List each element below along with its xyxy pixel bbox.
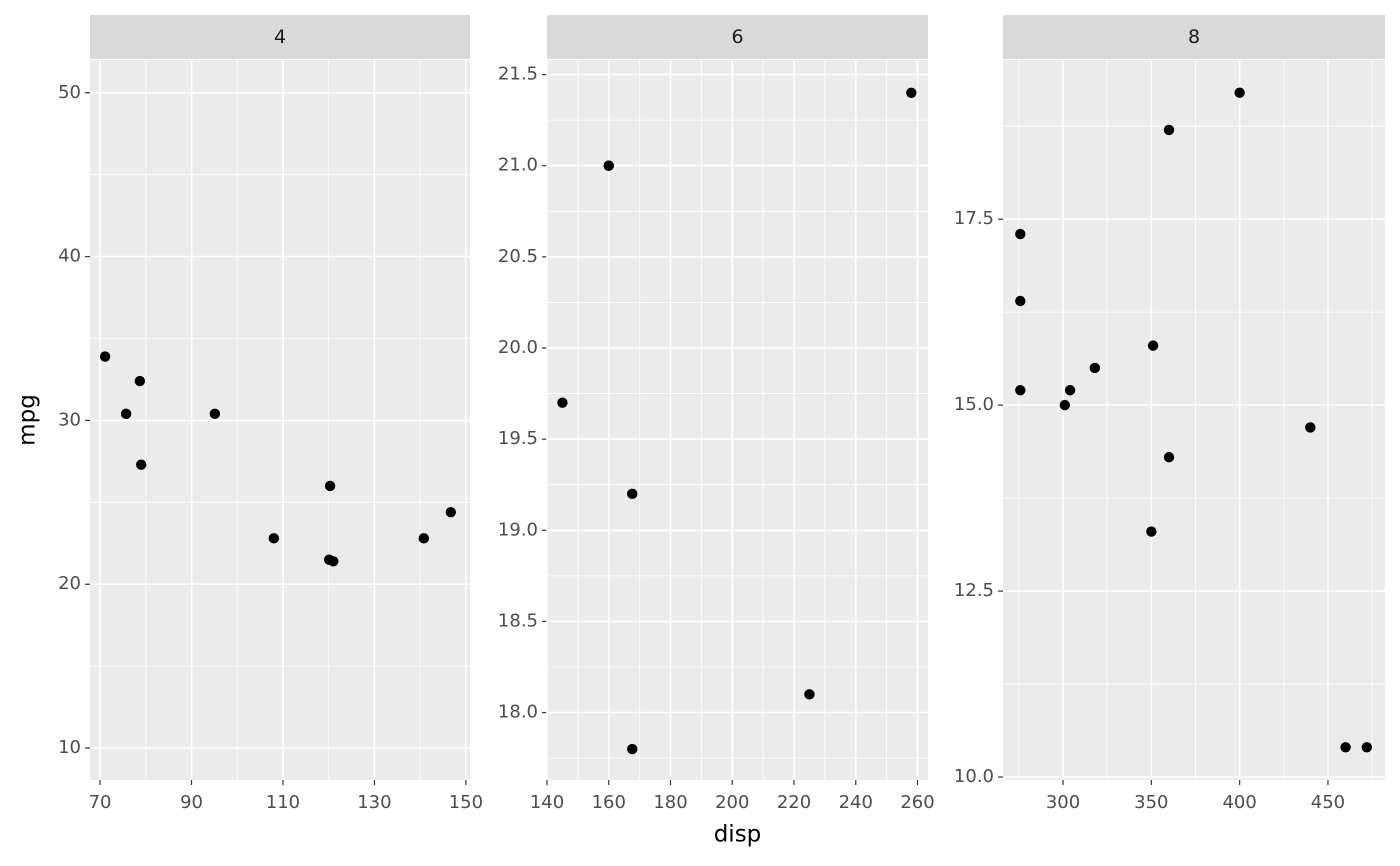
y-tick-label: 19.5 — [498, 428, 538, 449]
point — [445, 506, 456, 518]
y-tick-label: 12.5 — [954, 580, 994, 601]
x-tick-label: 160 — [592, 792, 626, 813]
point — [120, 408, 132, 420]
point — [557, 397, 568, 408]
y-tick-label: 30 — [58, 409, 81, 430]
point — [1015, 228, 1026, 240]
y-tick-label: 10 — [58, 737, 81, 758]
point — [1147, 340, 1159, 351]
point — [209, 408, 221, 420]
x-tick-label: 180 — [653, 792, 687, 813]
y-tick-label: 21.0 — [498, 155, 538, 176]
point — [268, 533, 280, 544]
x-tick-label: 350 — [1134, 792, 1168, 813]
point — [99, 351, 111, 362]
strip-label: 6 — [731, 26, 743, 48]
point — [1089, 362, 1101, 374]
x-tick-label: 140 — [530, 792, 564, 813]
x-tick-label: 220 — [777, 792, 811, 813]
y-tick-label: 21.5 — [498, 64, 538, 85]
point — [1340, 742, 1351, 753]
y-tick-label: 10.0 — [954, 766, 994, 787]
point — [804, 689, 815, 700]
point — [1361, 742, 1373, 753]
point — [1059, 399, 1071, 411]
strip — [90, 15, 470, 59]
point — [1163, 451, 1175, 463]
point — [324, 480, 336, 492]
x-tick-label: 300 — [1046, 792, 1080, 813]
strip — [1003, 15, 1385, 59]
point — [1064, 385, 1076, 396]
y-tick-label: 15.0 — [954, 394, 994, 415]
point — [1015, 295, 1026, 307]
y-tick-label: 18.5 — [498, 610, 538, 631]
point — [328, 556, 339, 567]
panel — [1003, 60, 1385, 780]
strip-label: 4 — [274, 26, 286, 48]
point — [136, 459, 147, 470]
point — [1163, 124, 1175, 136]
point — [627, 743, 638, 755]
strip — [547, 15, 928, 59]
y-tick-label: 40 — [58, 246, 81, 267]
y-tick-label: 20.0 — [498, 337, 538, 358]
x-tick-label: 200 — [715, 792, 749, 813]
panel — [547, 60, 928, 780]
point — [906, 87, 917, 99]
x-tick-label: 130 — [357, 792, 391, 813]
y-tick-label: 17.5 — [954, 208, 994, 229]
y-tick-label: 50 — [58, 82, 81, 103]
x-tick-label: 450 — [1311, 792, 1345, 813]
point — [1015, 385, 1026, 396]
point — [1146, 526, 1157, 537]
point — [418, 533, 430, 544]
x-tick-label: 70 — [89, 792, 112, 813]
y-tick-label: 18.0 — [498, 702, 538, 723]
point — [134, 375, 146, 387]
x-tick-label: 150 — [449, 792, 483, 813]
y-tick-label: 19.0 — [498, 519, 538, 540]
point — [1234, 87, 1245, 98]
y-axis-title: mpg — [15, 394, 41, 446]
point — [603, 160, 614, 171]
x-tick-label: 260 — [900, 792, 934, 813]
y-tick-label: 20 — [58, 573, 81, 594]
point — [627, 488, 638, 500]
x-tick-label: 110 — [266, 792, 300, 813]
y-tick-label: 20.5 — [498, 246, 538, 267]
strip-label: 8 — [1188, 26, 1200, 48]
x-tick-label: 240 — [839, 792, 873, 813]
x-tick-label: 90 — [180, 792, 203, 813]
x-axis-title: disp — [714, 822, 762, 848]
point — [1305, 422, 1316, 433]
x-tick-label: 400 — [1222, 792, 1256, 813]
